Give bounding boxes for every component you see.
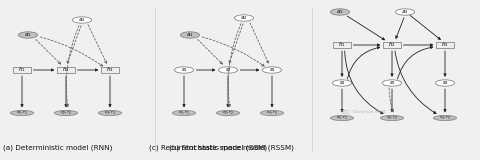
Text: (a) Deterministic model (RNN): (a) Deterministic model (RNN): [3, 145, 112, 151]
Text: $h_1$: $h_1$: [337, 40, 345, 49]
Text: $o_2,r_2$: $o_2,r_2$: [222, 109, 233, 117]
Text: $a_2$: $a_2$: [78, 16, 85, 24]
FancyBboxPatch shape: [333, 42, 350, 48]
Text: $o_2,r_2$: $o_2,r_2$: [385, 114, 397, 122]
Ellipse shape: [432, 116, 456, 121]
Ellipse shape: [216, 110, 239, 116]
Text: (b) Stochastic model (SSM): (b) Stochastic model (SSM): [168, 145, 266, 151]
Text: 公众号 · DeepHub IMBA: 公众号 · DeepHub IMBA: [340, 110, 384, 114]
Text: $h_2$: $h_2$: [62, 66, 70, 74]
Circle shape: [434, 80, 454, 86]
Text: $s_2$: $s_2$: [224, 66, 231, 74]
Circle shape: [180, 32, 199, 38]
Text: $o_3,r_3$: $o_3,r_3$: [104, 109, 116, 117]
Circle shape: [395, 9, 414, 15]
Circle shape: [330, 9, 349, 15]
FancyBboxPatch shape: [13, 67, 31, 73]
FancyBboxPatch shape: [435, 42, 453, 48]
Text: $o_2,r_2$: $o_2,r_2$: [60, 109, 72, 117]
Text: $h_3$: $h_3$: [440, 40, 448, 49]
Text: $a_1$: $a_1$: [186, 31, 193, 39]
Circle shape: [332, 80, 351, 86]
Ellipse shape: [330, 116, 353, 121]
Text: $o_1,r_1$: $o_1,r_1$: [178, 109, 190, 117]
Text: (c) Recurrent state-space model (RSSM): (c) Recurrent state-space model (RSSM): [149, 145, 294, 151]
FancyBboxPatch shape: [57, 67, 74, 73]
FancyBboxPatch shape: [383, 42, 400, 48]
Text: $s_2$: $s_2$: [388, 79, 395, 87]
Circle shape: [382, 80, 401, 86]
Ellipse shape: [260, 110, 283, 116]
Text: $s_3$: $s_3$: [441, 79, 447, 87]
Circle shape: [18, 32, 37, 38]
Ellipse shape: [380, 116, 403, 121]
Circle shape: [174, 67, 193, 73]
Ellipse shape: [54, 110, 77, 116]
Text: $o_1,r_1$: $o_1,r_1$: [16, 109, 28, 117]
Ellipse shape: [11, 110, 34, 116]
Text: $s_3$: $s_3$: [268, 66, 275, 74]
FancyBboxPatch shape: [101, 67, 119, 73]
Text: $o_3,r_3$: $o_3,r_3$: [265, 109, 277, 117]
Circle shape: [72, 17, 91, 23]
Circle shape: [234, 15, 253, 21]
Text: $a_2$: $a_2$: [400, 8, 408, 16]
Ellipse shape: [98, 110, 121, 116]
Text: $a_1$: $a_1$: [24, 31, 32, 39]
Text: $a_2$: $a_2$: [240, 14, 247, 22]
Text: $o_3,r_3$: $o_3,r_3$: [438, 114, 450, 122]
Text: $h_1$: $h_1$: [18, 66, 26, 74]
Text: $a_1$: $a_1$: [336, 8, 343, 16]
Text: $s_1$: $s_1$: [338, 79, 345, 87]
Text: $h_3$: $h_3$: [106, 66, 114, 74]
Text: $o_1,r_1$: $o_1,r_1$: [336, 114, 347, 122]
Text: $s_1$: $s_1$: [180, 66, 187, 74]
Circle shape: [262, 67, 281, 73]
Circle shape: [218, 67, 237, 73]
Ellipse shape: [172, 110, 195, 116]
Text: $h_2$: $h_2$: [387, 40, 395, 49]
